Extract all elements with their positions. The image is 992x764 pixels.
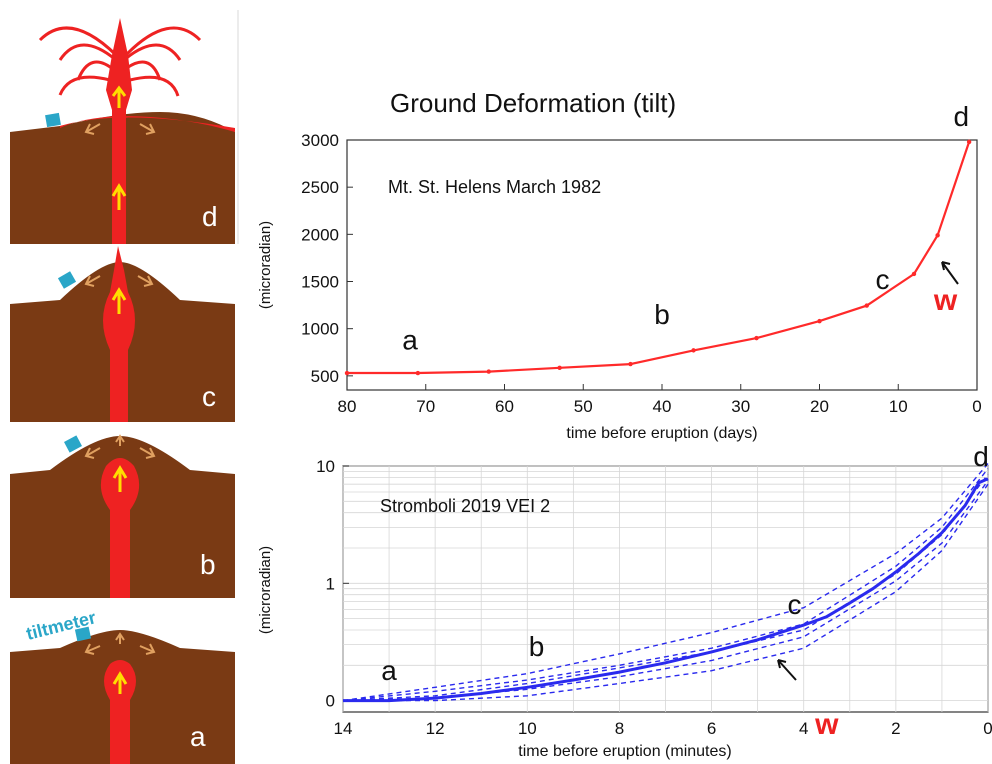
- bottom-annotation-a: a: [381, 655, 397, 686]
- figure-title: Ground Deformation (tilt): [390, 88, 676, 118]
- top-ytick-label-2: 1500: [301, 273, 339, 292]
- panel-d-conduit: [106, 18, 132, 244]
- top-chart: Mt. St. Helens March 1982 (microradian) …: [257, 101, 982, 442]
- top-xtick-label-5: 30: [731, 397, 750, 416]
- panel-c-tiltmeter: [57, 271, 77, 289]
- top-xtick-label-1: 70: [416, 397, 435, 416]
- top-w-arrow: [941, 261, 959, 285]
- bottom-xtick-label-4: 6: [707, 719, 716, 738]
- bottom-chart-yticks: 0 1 10: [316, 457, 349, 711]
- top-chart-yticks: 500 1000 1500 2000 2500 3000: [301, 131, 353, 386]
- bottom-xtick-label-0: 14: [334, 719, 353, 738]
- top-xtick-label-6: 20: [810, 397, 829, 416]
- top-chart-series-label: Mt. St. Helens March 1982: [388, 177, 601, 197]
- top-series-point-5: [691, 348, 696, 353]
- top-annotation-d: d: [953, 101, 969, 132]
- top-series-point-11: [966, 139, 972, 145]
- bottom-chart-series-label: Stromboli 2019 VEI 2: [380, 496, 550, 516]
- bottom-xtick-label-7: 0: [983, 719, 992, 738]
- bottom-series-line-1: [342, 468, 989, 702]
- top-series-line-0: [347, 141, 971, 375]
- top-ytick-label-4: 2500: [301, 178, 339, 197]
- top-series-point-2: [486, 369, 491, 374]
- top-xtick-label-4: 40: [653, 397, 672, 416]
- top-series-point-0: [344, 370, 350, 376]
- bottom-series-line-2: [342, 473, 989, 702]
- bottom-series-line-5: [342, 463, 989, 702]
- top-series-point-3: [557, 365, 562, 371]
- top-xtick-label-8: 0: [972, 397, 981, 416]
- top-ytick-label-5: 3000: [301, 131, 339, 150]
- panel-b-arrows: [84, 434, 156, 492]
- top-chart-xticks: 80 70 60 50 40 30 20 10 0: [338, 384, 982, 416]
- panel-a: tiltmeter a: [10, 607, 235, 764]
- bottom-series-line-4: [343, 483, 989, 702]
- panel-a-arrows: [84, 632, 156, 694]
- bottom-annotation-w: w: [814, 708, 839, 741]
- bottom-xtick-label-3: 8: [615, 719, 624, 738]
- bottom-annotation-c: c: [788, 589, 802, 620]
- top-annotation-a: a: [402, 324, 418, 355]
- panel-c-conduit: [103, 246, 135, 422]
- top-annotation-c: c: [876, 264, 890, 295]
- panel-a-conduit: [104, 660, 136, 764]
- panel-b: b: [10, 434, 235, 598]
- bottom-xtick-label-2: 10: [518, 719, 537, 738]
- top-series-point-6: [754, 335, 759, 341]
- bottom-annotation-d: d: [973, 441, 989, 472]
- bottom-ytick-label-1: 1: [326, 574, 335, 593]
- bottom-chart-series: [342, 463, 989, 703]
- bottom-series-line-3: [342, 480, 989, 702]
- panel-d-tiltmeter: [45, 112, 61, 128]
- panel-b-conduit: [100, 458, 140, 598]
- top-series-point-9: [911, 271, 917, 277]
- top-xtick-label-2: 60: [495, 397, 514, 416]
- top-chart-xlabel: time before eruption (days): [566, 425, 757, 442]
- top-series-point-1: [415, 370, 421, 376]
- bottom-chart-ylabel: (microradian): [257, 546, 274, 634]
- panel-a-stage-label: a: [190, 721, 206, 752]
- top-chart-ylabel: (microradian): [257, 221, 274, 309]
- top-xtick-label-0: 80: [338, 397, 357, 416]
- top-ytick-label-0: 500: [311, 367, 339, 386]
- panel-d-stage-label: d: [202, 201, 218, 232]
- top-series-point-10: [935, 233, 940, 238]
- panel-c-stage-label: c: [202, 381, 216, 412]
- panel-b-tiltmeter: [64, 435, 82, 453]
- panel-d: d: [10, 18, 235, 244]
- top-series-point-8: [864, 303, 869, 308]
- panel-a-tiltmeter: [74, 626, 92, 642]
- panel-c-arrows: [84, 275, 154, 314]
- top-chart-annotations: a b c d w: [402, 101, 969, 356]
- panel-b-stage-label: b: [200, 549, 216, 580]
- top-annotation-b: b: [654, 299, 670, 330]
- top-series-point-7: [817, 318, 822, 324]
- top-annotation-w: w: [933, 284, 958, 317]
- bottom-annotation-b: b: [529, 631, 545, 662]
- bottom-chart: Stromboli 2019 VEI 2 (microradian) time …: [257, 441, 992, 760]
- panel-d-eruption-plumes: [38, 26, 202, 97]
- bottom-ytick-label-0: 0: [326, 692, 335, 711]
- bottom-chart-xticks: 14 12 10 8 6 4 2 0: [334, 719, 992, 738]
- bottom-chart-xlabel: time before eruption (minutes): [518, 743, 731, 760]
- panel-d-arrows: [84, 85, 156, 210]
- top-ytick-label-1: 1000: [301, 320, 339, 339]
- top-series-point-4: [628, 361, 633, 367]
- bottom-xtick-label-1: 12: [426, 719, 445, 738]
- bottom-xtick-label-5: 4: [799, 719, 808, 738]
- bottom-chart-annotations: a b c d w: [381, 441, 989, 741]
- panel-c: c: [10, 246, 235, 422]
- top-xtick-label-7: 10: [889, 397, 908, 416]
- top-chart-series: [344, 139, 972, 376]
- bottom-w-arrow: [777, 659, 797, 681]
- top-xtick-label-3: 50: [574, 397, 593, 416]
- bottom-ytick-label-2: 10: [316, 457, 335, 476]
- top-ytick-label-3: 2000: [301, 225, 339, 244]
- bottom-xtick-label-6: 2: [891, 719, 900, 738]
